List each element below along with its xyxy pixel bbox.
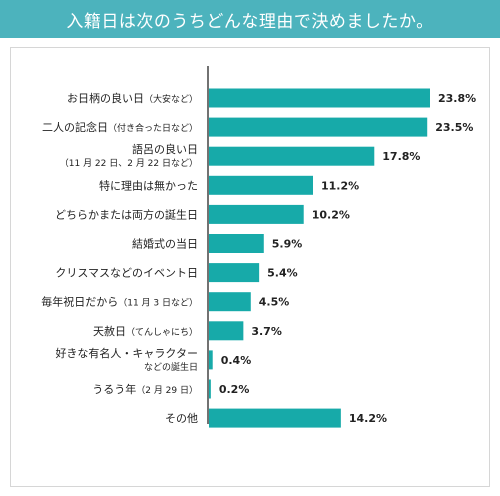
bar-6 [209, 234, 264, 253]
value-label-5: 10.2% [312, 208, 350, 221]
bar-12 [209, 408, 341, 428]
value-label-7: 5.4% [267, 267, 298, 280]
bar-8 [209, 292, 251, 312]
value-label-12: 14.2% [349, 412, 387, 425]
value-label-6: 5.9% [272, 238, 303, 251]
category-label-4: 特に理由は無かった [99, 178, 198, 192]
value-label-4: 11.2% [321, 179, 359, 192]
category-label-2: 二人の記念日（付き合った日など） [42, 120, 198, 134]
chart-title: 入籍日は次のうちどんな理由で決めましたか。 [66, 11, 434, 32]
chart-frame [10, 47, 490, 487]
category-label-7: クリスマスなどのイベント日 [55, 267, 198, 280]
category-label-8: 毎年祝日だから（11 月 3 日など） [41, 295, 198, 309]
category-label-5: どちらかまたは両方の誕生日 [55, 207, 198, 221]
category-label-3: 語呂の良い日 [132, 142, 198, 156]
bar-4 [209, 175, 313, 195]
category-label-10: 好きな有名人・キャラクター [55, 346, 198, 360]
bar-5 [209, 204, 304, 224]
value-label-9: 3.7% [251, 325, 282, 338]
value-label-2: 23.5% [435, 121, 473, 134]
value-label-11: 0.2% [219, 383, 250, 396]
bar-9 [209, 321, 244, 341]
category-label-9: 天赦日（てんしゃにち） [93, 324, 198, 338]
bar-1 [209, 88, 430, 108]
value-label-1: 23.8% [438, 92, 476, 105]
bar-3 [209, 146, 375, 166]
category-label-12: その他 [165, 412, 198, 425]
category-sublabel-10: などの誕生日 [144, 361, 198, 373]
value-label-10: 0.4% [221, 354, 252, 367]
bar-2 [209, 117, 428, 137]
chart-title-banner: 入籍日は次のうちどんな理由で決めましたか。 [0, 0, 500, 38]
category-label-1: お日柄の良い日（大安など） [67, 91, 198, 105]
value-label-3: 17.8% [382, 150, 420, 163]
category-label-11: うるう年（2 月 29 日） [92, 382, 198, 396]
category-label-6: 結婚式の当日 [132, 237, 198, 251]
value-label-8: 4.5% [259, 296, 290, 309]
bar-11 [209, 379, 211, 399]
bar-10 [209, 350, 213, 370]
bar-7 [209, 263, 260, 283]
category-sublabel-3: （11 月 22 日、2 月 22 日など） [60, 158, 198, 169]
